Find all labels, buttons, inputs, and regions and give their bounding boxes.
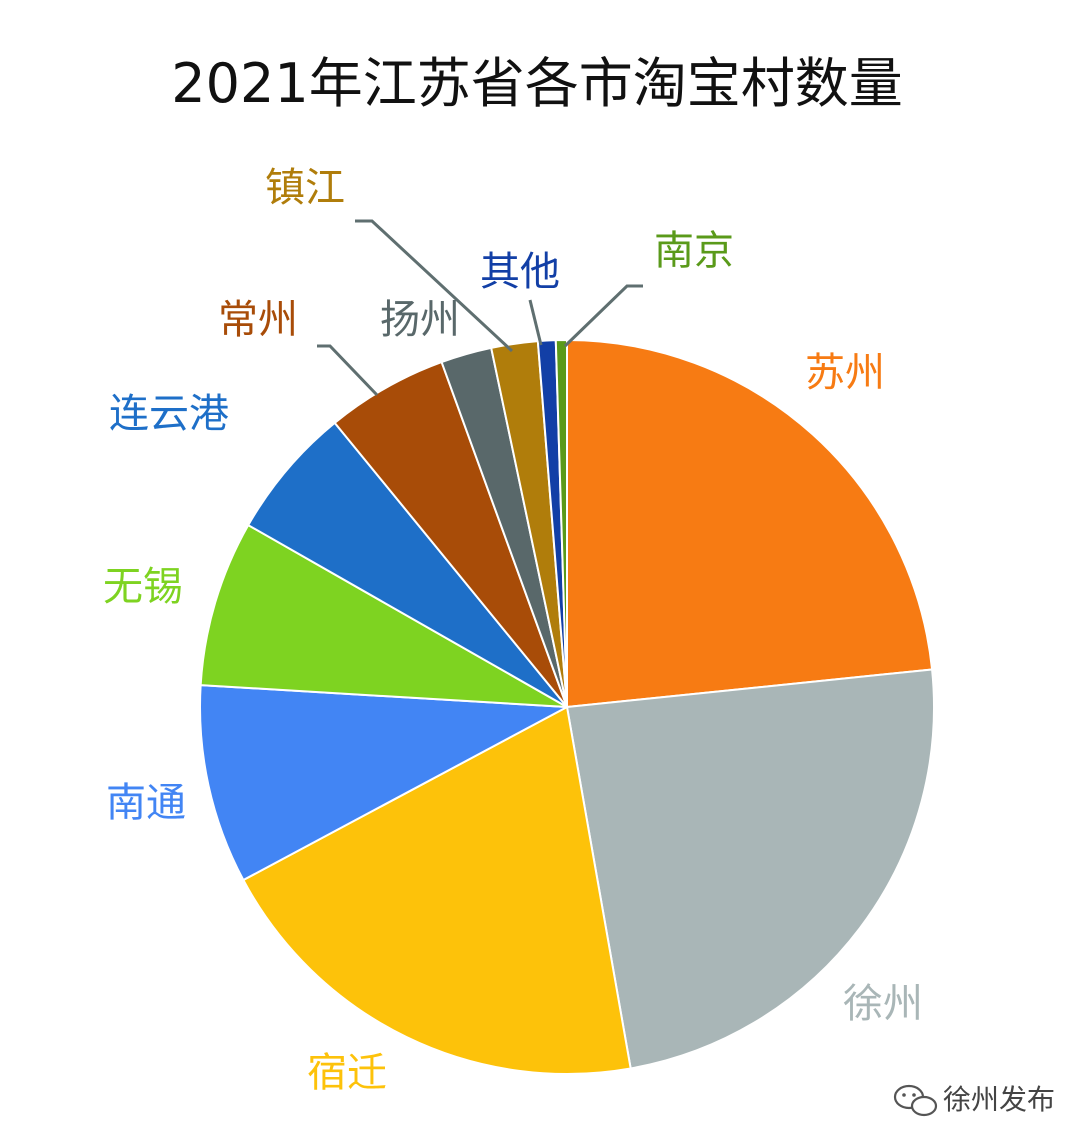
watermark: 徐州发布 [893,1083,1055,1117]
pie-slice-4 [199,684,568,882]
slice-label-3: 宿迁 [307,1050,387,1096]
pie-slice-3 [242,706,632,1076]
slice-label-8: 扬州 [380,297,460,343]
wechat-icon [893,1084,938,1117]
slice-label-4: 南通 [106,780,186,826]
leader-line-11 [563,284,643,348]
slice-label-9: 镇江 [265,165,345,211]
watermark-text: 徐州发布 [943,1083,1055,1116]
slice-label-10: 其他 [480,249,560,295]
pie-slice-2 [566,668,935,1070]
pie-slice-5 [199,524,568,708]
slice-label-2: 徐州 [843,981,923,1027]
slice-label-6: 连云港 [109,391,229,437]
pie-slices [199,339,935,1076]
leader-line-9 [355,219,514,353]
pie-slice-11 [554,339,568,708]
leader-line-10 [528,299,543,346]
leader-lines [317,219,643,397]
leader-line-7 [317,344,379,397]
slice-label-5: 无锡 [103,564,183,610]
pie-slice-1 [566,339,934,708]
slice-label-11: 南京 [654,228,734,274]
slice-label-7: 常州 [218,297,298,343]
slice-label-1: 苏州 [805,350,885,396]
chart-title: 2021年江苏省各市淘宝村数量 [171,52,902,115]
pie-slice-6 [247,421,568,708]
